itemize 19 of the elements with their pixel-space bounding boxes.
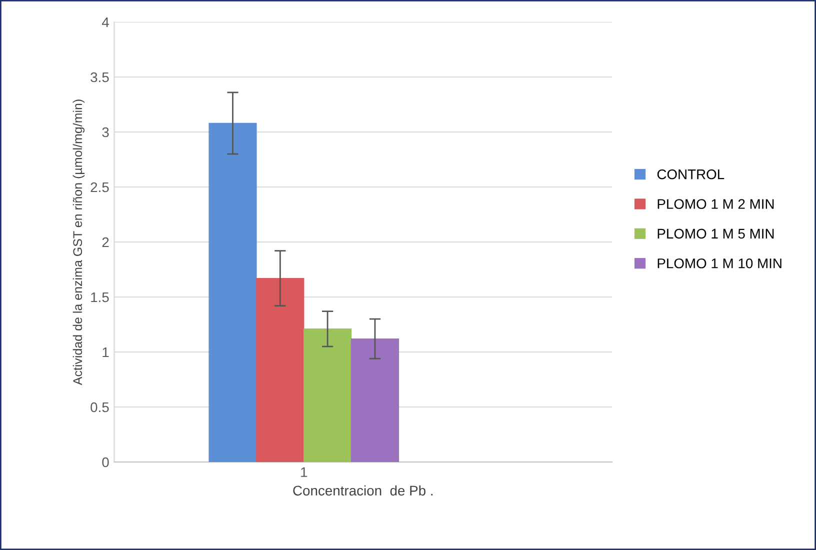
y-tick-label: 0.5 <box>90 402 109 412</box>
legend-label: PLOMO 1 M 5 MIN <box>658 228 774 239</box>
bar <box>350 338 400 462</box>
legend-label: CONTROL <box>657 169 724 180</box>
y-axis-title: Actividad de la enzima GST en riñon (µmol/mg/min) <box>72 100 85 386</box>
x-axis-title: Concentracion de Pb . <box>293 485 432 496</box>
y-tick-label: 1.5 <box>91 292 109 302</box>
y-tick-label: 2 <box>102 237 109 248</box>
bar <box>208 122 257 462</box>
bar <box>256 278 304 462</box>
y-tick-label: 4 <box>102 17 109 28</box>
y-tick-label: 0 <box>102 457 109 468</box>
legend-label: PLOMO 1 M 10 MIN <box>658 258 782 268</box>
y-tick-label: 2.5 <box>90 182 109 192</box>
bar <box>304 328 352 462</box>
y-tick-label: 3.5 <box>90 72 109 82</box>
legend-label: PLOMO 1 M 2 MIN <box>658 199 774 209</box>
y-tick-label: 3 <box>102 127 109 138</box>
y-tick-label: 1 <box>102 347 109 358</box>
